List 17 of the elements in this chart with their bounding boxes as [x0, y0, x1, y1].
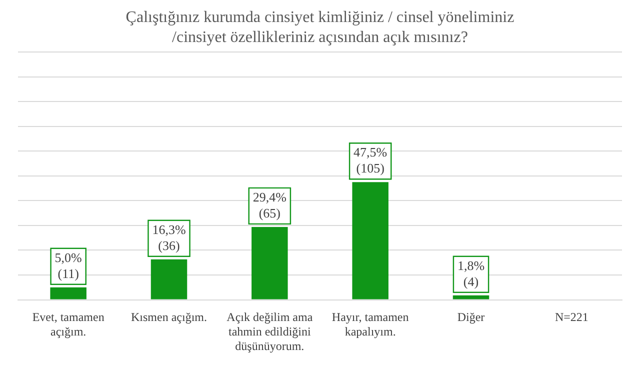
x-tick-label: N=221	[554, 310, 588, 324]
bar	[452, 295, 490, 300]
x-tick-label: Evet, tamamen açığım.	[32, 310, 104, 339]
data-label: 5,0% (11)	[54, 250, 82, 281]
x-tick-label: Açık değilim ama tahmin edildiğini düşünüyorum.	[226, 310, 314, 353]
x-tick-label: Kısmen açığım.	[131, 310, 207, 324]
bar	[352, 182, 388, 300]
data-label: 16,3% (36)	[152, 222, 186, 253]
bar	[50, 287, 86, 300]
chart-title: Çalıştığınız kurumda cinsiyet kimliğiniz / cinsel yöneliminiz /cinsiyet özellikleriniz açısından açık mısınız?	[124, 8, 516, 48]
x-tick-label: Diğer	[457, 310, 485, 324]
bar	[150, 259, 188, 300]
bar	[252, 226, 288, 300]
x-tick-label: Hayır, tamamen kapalıyım.	[332, 310, 409, 339]
data-label: 29,4% (65)	[252, 189, 287, 220]
data-label: 47,5% (105)	[354, 144, 388, 176]
data-label: 1,8% (4)	[457, 258, 485, 289]
